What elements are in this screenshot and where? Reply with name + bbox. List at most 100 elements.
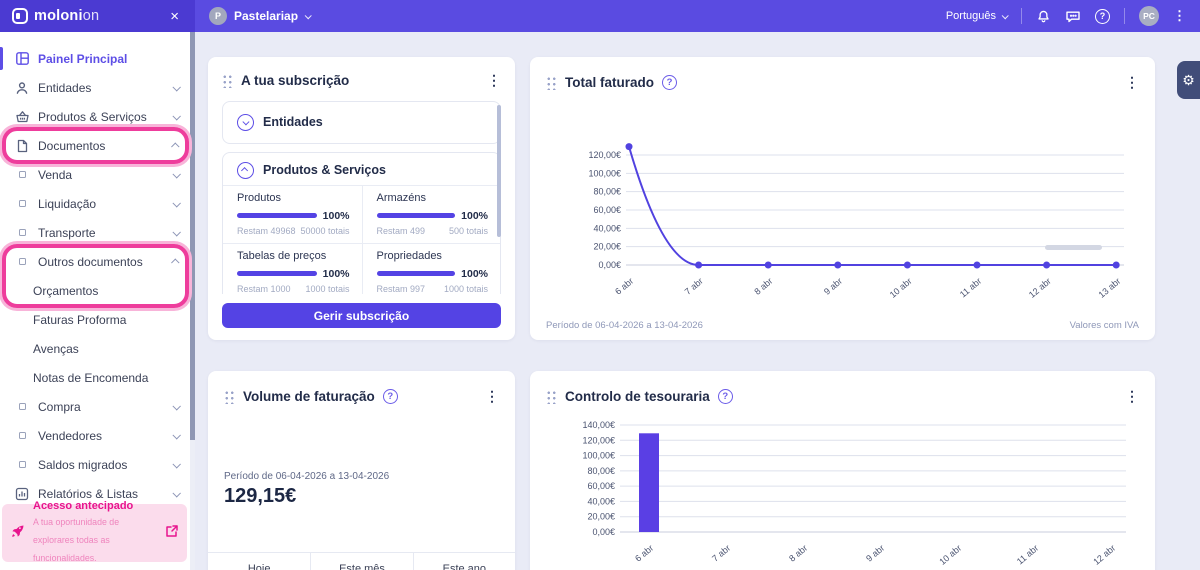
person-icon <box>14 81 30 95</box>
volume-tab-este-ano[interactable]: Este ano <box>412 553 515 570</box>
square-icon <box>14 403 30 410</box>
sidebar-item-liquidacao[interactable]: Liquidação <box>0 189 195 218</box>
sidebar-item-entidades[interactable]: Entidades <box>0 73 195 102</box>
dashboard-main: A tua subscrição ⋮ Entidades Produtos & … <box>195 32 1200 570</box>
sidebar-item-venda[interactable]: Venda <box>0 160 195 189</box>
language-selector[interactable]: Português <box>946 10 1009 22</box>
billing-volume-card: Volume de faturação ? ⋮ Período de 06-04… <box>208 371 515 570</box>
chart-horizontal-scrollbar-thumb[interactable] <box>1045 245 1102 250</box>
card-kebab-menu-icon[interactable]: ⋮ <box>487 72 501 89</box>
svg-text:60,00€: 60,00€ <box>593 205 621 215</box>
chevron-up-icon <box>171 141 180 151</box>
accordion-produtos-servicos: Produtos & Serviços Produtos 100% Restam 4… <box>222 151 501 295</box>
card-kebab-menu-icon[interactable]: ⋮ <box>1125 387 1139 404</box>
svg-text:8 abr: 8 abr <box>787 543 809 564</box>
volume-tab-este-mes[interactable]: Este mês <box>310 553 412 570</box>
sidebar-item-painel-principal[interactable]: Painel Principal <box>0 44 195 73</box>
sidebar-item-saldos-migrados[interactable]: Saldos migrados <box>0 450 195 479</box>
sidebar-item-documentos[interactable]: Documentos <box>0 131 195 160</box>
drag-handle-icon[interactable] <box>222 73 233 89</box>
notifications-bell-icon[interactable] <box>1036 9 1051 24</box>
volume-tab-hoje[interactable]: Hoje <box>247 563 271 570</box>
sidebar-item-label: Documentos <box>38 138 106 153</box>
accordion-entidades-header[interactable]: Entidades <box>223 102 500 143</box>
progress-bar <box>237 271 317 277</box>
company-avatar: P <box>209 7 227 25</box>
card-kebab-menu-icon[interactable]: ⋮ <box>485 387 499 404</box>
help-icon[interactable]: ? <box>1095 8 1110 24</box>
accordion-entidades: Entidades <box>222 100 501 144</box>
help-tooltip-icon[interactable]: ? <box>717 388 733 404</box>
sidebar-item-outros-documentos[interactable]: Outros documentos <box>0 247 195 276</box>
logo-text-bold: moloni <box>34 8 83 24</box>
card-scrollbar-thumb[interactable] <box>497 104 501 237</box>
chevron-down-icon <box>172 401 181 411</box>
svg-text:120,00€: 120,00€ <box>588 150 621 160</box>
svg-text:7 abr: 7 abr <box>683 276 705 297</box>
svg-text:11 abr: 11 abr <box>1015 543 1040 567</box>
sidebar-scrollbar[interactable] <box>190 32 195 570</box>
accordion-produtos-header[interactable]: Produtos & Serviços <box>223 153 500 185</box>
chevron-down-icon <box>1001 11 1009 19</box>
sidebar-item-label: Liquidação <box>38 196 97 211</box>
chevron-up-icon <box>171 257 180 267</box>
quota-label: Armazéns <box>376 191 427 204</box>
svg-text:13 abr: 13 abr <box>1096 276 1122 298</box>
card-header: Total faturado ? ⋮ <box>546 69 1139 95</box>
quota-remaining: Restam 997 <box>376 283 426 294</box>
quota-percent: 100% <box>322 267 350 280</box>
sidebar-item-label: Entidades <box>38 80 92 95</box>
drag-handle-icon[interactable] <box>546 388 557 404</box>
close-sidebar-icon[interactable]: × <box>166 7 183 26</box>
sidebar-item-transporte[interactable]: Transporte <box>0 218 195 247</box>
early-access-title: Acesso antecipado <box>33 500 134 512</box>
square-icon <box>14 200 30 207</box>
total-billed-card: Total faturado ? ⋮ 0,00€ 20,00€ 40,00€ 60,0… <box>530 57 1155 340</box>
document-icon <box>14 139 30 153</box>
sidebar-item-relatorios-e-listas[interactable]: Relatórios & Listas <box>0 479 195 508</box>
external-link-icon[interactable] <box>165 524 179 543</box>
topbar-kebab-menu-icon[interactable]: ⋮ <box>1173 8 1186 23</box>
circle-chevron-up-icon <box>237 161 254 179</box>
chevron-down-icon <box>172 111 181 121</box>
sidebar-item-vendedores[interactable]: Vendedores <box>0 421 195 450</box>
svg-text:11 abr: 11 abr <box>958 276 983 298</box>
early-access-text: Acesso antecipado A tua oportunidade de … <box>33 500 158 566</box>
topbar-actions: Português ? PC ⋮ <box>946 6 1200 26</box>
chevron-down-icon <box>172 82 181 92</box>
sidebar-item-label: Outros documentos <box>38 254 143 269</box>
sidebar-item-label: Painel Principal <box>38 51 128 66</box>
chat-icon[interactable] <box>1065 9 1081 24</box>
card-title: Total faturado <box>565 74 654 90</box>
user-avatar[interactable]: PC <box>1139 6 1159 26</box>
sidebar-scrollbar-thumb[interactable] <box>190 32 195 440</box>
drag-handle-icon[interactable] <box>546 74 557 90</box>
sidebar-item-faturas-proforma[interactable]: Faturas Proforma <box>0 305 195 334</box>
quota-percent: 100% <box>322 209 350 222</box>
volume-tabs: Hoje Este mês Este ano <box>208 552 515 570</box>
manage-subscription-button[interactable]: Gerir subscrição <box>222 303 501 328</box>
sidebar-item-avencas[interactable]: Avenças <box>0 334 195 363</box>
quota-total: 500 totais <box>448 225 488 236</box>
sidebar-item-label: Avenças <box>33 341 79 356</box>
logo-text-light: on <box>82 8 100 24</box>
help-tooltip-icon[interactable]: ? <box>662 74 677 90</box>
company-switcher[interactable]: P Pastelariap <box>209 7 312 25</box>
sidebar-item-label: Produtos & Serviços <box>38 109 147 124</box>
sidebar-item-produtos-e-servicos[interactable]: Produtos & Serviços <box>0 102 195 131</box>
sidebar-item-label: Notas de Encomenda <box>33 370 149 385</box>
sidebar-item-compra[interactable]: Compra <box>0 392 195 421</box>
drag-handle-icon[interactable] <box>224 388 235 404</box>
help-tooltip-icon[interactable]: ? <box>382 388 398 404</box>
card-kebab-menu-icon[interactable]: ⋮ <box>1125 73 1139 90</box>
settings-gear-button[interactable]: ⚙ <box>1177 61 1200 99</box>
early-access-banner[interactable]: Acesso antecipado A tua oportunidade de … <box>2 500 187 563</box>
chevron-down-icon <box>172 198 181 208</box>
svg-text:7 abr: 7 abr <box>710 543 732 564</box>
quota-item-propriedades: Propriedades 100% Restam 997 1000 totais <box>361 242 500 295</box>
sidebar-item-orcamentos[interactable]: Orçamentos <box>0 276 195 305</box>
tesouraria-bar-chart: 0,00€ 20,00€ 40,00€ 60,00€ 80,00€ 100,00€ 120,… <box>582 420 1126 567</box>
early-access-description: A tua oportunidade de explorares todas a… <box>33 517 120 563</box>
square-icon <box>14 432 30 439</box>
sidebar-item-notas-de-encomenda[interactable]: Notas de Encomenda <box>0 363 195 392</box>
